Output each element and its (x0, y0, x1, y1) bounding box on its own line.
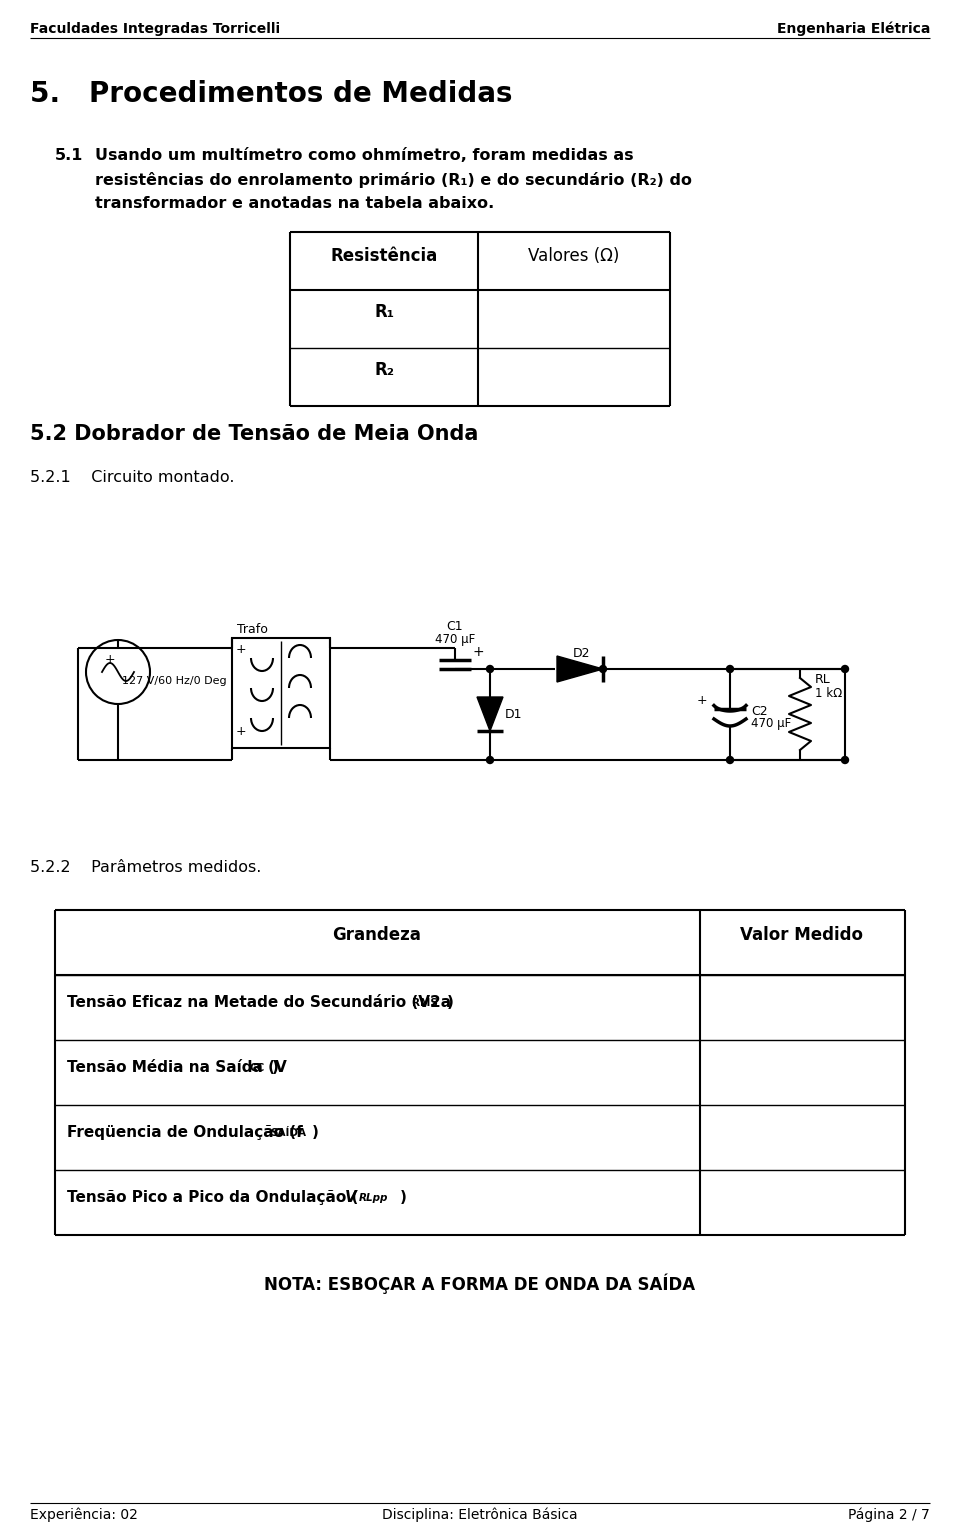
Circle shape (487, 756, 493, 763)
Text: +: + (697, 694, 708, 707)
Text: Freqüencia de Ondulação (f: Freqüencia de Ondulação (f (67, 1125, 302, 1141)
Circle shape (727, 756, 733, 763)
Bar (232, 638, 330, 748)
Text: Usando um multímetro como ohmímetro, foram medidas as: Usando um multímetro como ohmímetro, for… (95, 149, 634, 162)
Polygon shape (557, 656, 603, 682)
Text: Disciplina: Eletrônica Básica: Disciplina: Eletrônica Básica (382, 1508, 578, 1522)
Text: 5.2.1    Circuito montado.: 5.2.1 Circuito montado. (30, 471, 234, 484)
Text: resistências do enrolamento primário (R₁) e do secundário (R₂) do: resistências do enrolamento primário (R₁… (95, 172, 692, 189)
Text: SAÍDA: SAÍDA (270, 1128, 306, 1137)
Text: transformador e anotadas na tabela abaixo.: transformador e anotadas na tabela abaix… (95, 196, 494, 212)
Text: D1: D1 (505, 708, 522, 721)
Text: Tensão Média na Saída (V: Tensão Média na Saída (V (67, 1059, 287, 1075)
Text: Resistência: Resistência (330, 247, 438, 265)
Text: Tensão Pico a Pico da Ondulação (: Tensão Pico a Pico da Ondulação ( (67, 1190, 358, 1205)
Text: Página 2 / 7: Página 2 / 7 (849, 1508, 930, 1522)
Text: ): ) (312, 1125, 319, 1141)
Text: 470 μF: 470 μF (751, 717, 791, 730)
Text: ): ) (400, 1190, 407, 1205)
Text: Grandeza: Grandeza (332, 926, 421, 944)
Text: 5.2 Dobrador de Tensão de Meia Onda: 5.2 Dobrador de Tensão de Meia Onda (30, 425, 478, 445)
Text: Engenharia Elétrica: Engenharia Elétrica (777, 21, 930, 37)
Text: 1 kΩ: 1 kΩ (815, 687, 842, 701)
Circle shape (842, 665, 849, 673)
Text: ): ) (272, 1059, 278, 1075)
Text: 127 V/60 Hz/0 Deg: 127 V/60 Hz/0 Deg (122, 676, 227, 685)
Text: RLpp: RLpp (359, 1193, 389, 1203)
Text: 470 μF: 470 μF (435, 633, 475, 645)
Text: Experiência: 02: Experiência: 02 (30, 1508, 138, 1522)
Text: 5.   Procedimentos de Medidas: 5. Procedimentos de Medidas (30, 80, 513, 107)
Text: R₁: R₁ (374, 304, 394, 320)
Text: Tensão Eficaz na Metade do Secundário (V2a: Tensão Eficaz na Metade do Secundário (V… (67, 995, 451, 1010)
Text: ): ) (447, 995, 454, 1010)
Text: C2: C2 (751, 705, 768, 717)
Text: 5.2.2    Parâmetros medidos.: 5.2.2 Parâmetros medidos. (30, 860, 261, 875)
Text: +: + (236, 725, 247, 737)
Text: RMS: RMS (412, 998, 438, 1009)
Polygon shape (477, 698, 503, 731)
Text: NOTA: ESBOÇAR A FORMA DE ONDA DA SAÍDA: NOTA: ESBOÇAR A FORMA DE ONDA DA SAÍDA (264, 1272, 696, 1294)
Circle shape (487, 665, 493, 673)
Text: Trafo: Trafo (237, 622, 268, 636)
Text: RL: RL (815, 673, 830, 685)
Text: +: + (473, 645, 485, 659)
Circle shape (842, 756, 849, 763)
Text: Faculdades Integradas Torricelli: Faculdades Integradas Torricelli (30, 21, 280, 35)
Text: CC: CC (250, 1062, 265, 1073)
Circle shape (599, 665, 607, 673)
Text: 5.1: 5.1 (55, 149, 84, 162)
Text: +: + (236, 642, 247, 656)
Circle shape (727, 665, 733, 673)
Text: +: + (105, 653, 115, 665)
Text: R₂: R₂ (374, 360, 394, 379)
Text: V: V (345, 1190, 357, 1205)
Text: Valores (Ω): Valores (Ω) (528, 247, 620, 265)
Text: D2: D2 (572, 647, 589, 661)
Text: C1: C1 (446, 619, 464, 633)
Text: Valor Medido: Valor Medido (740, 926, 863, 944)
